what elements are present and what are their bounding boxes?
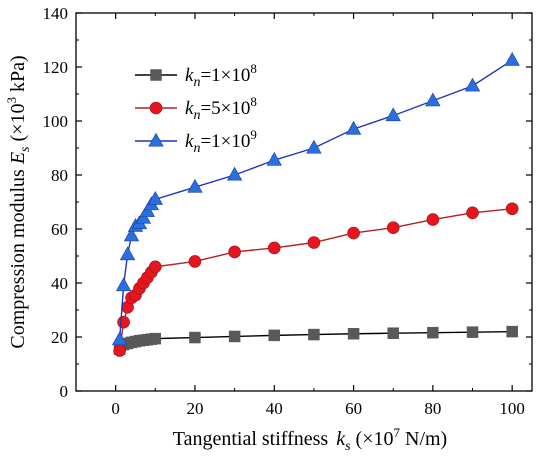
y-axis-title-unit-power: 3 (4, 97, 19, 104)
legend-marker-triangle (148, 132, 164, 147)
data-point-triangle (115, 277, 132, 292)
data-point-circle (149, 260, 162, 274)
data-point-triangle (119, 246, 136, 261)
x-tick-label: 60 (345, 399, 362, 418)
data-point-circle (113, 344, 126, 357)
x-tick-label: 20 (186, 399, 203, 418)
x-tick-label: 0 (111, 399, 120, 418)
data-point-square (387, 327, 399, 339)
y-tick-label: 20 (51, 328, 68, 347)
series-line (118, 59, 513, 340)
data-point-triangle (464, 77, 481, 92)
y-axis-title-unit-suffix: kPa) (7, 55, 29, 97)
legend-label-power: 8 (250, 61, 257, 76)
data-point-triangle (147, 191, 163, 205)
legend-label-symbol: k (185, 131, 194, 152)
series-3 (111, 51, 520, 346)
y-tick-label: 0 (60, 382, 69, 401)
x-axis-title-unit-suffix: N/m) (400, 428, 447, 450)
data-point-triangle (226, 166, 243, 181)
x-axis-title-unit-power: 7 (394, 425, 401, 440)
data-point-circle (426, 213, 440, 226)
legend-label: kn=1×109 (185, 127, 257, 156)
legend-item: kn=5×108 (135, 94, 257, 123)
data-point-circle (267, 241, 281, 255)
data-point-circle (307, 236, 321, 249)
data-point-circle (386, 221, 400, 234)
legend-label-symbol: k (185, 65, 194, 86)
legend-label: kn=5×108 (185, 94, 257, 123)
data-point-square (506, 325, 518, 338)
legend-marker-square (150, 69, 162, 81)
x-axis-title: Tangential stiffness ks (×107 N/m) (173, 425, 447, 454)
data-point-triangle (345, 120, 362, 135)
legend-label-value: =1×10 (200, 131, 250, 152)
data-point-triangle (266, 151, 282, 166)
y-tick-label: 40 (51, 274, 68, 293)
data-point-square (228, 330, 241, 343)
series-1 (113, 325, 518, 355)
y-axis-title-subscript: s (18, 146, 33, 152)
y-axis-title-unit-prefix: (×10 (7, 104, 29, 147)
data-point-square (466, 326, 479, 338)
y-tick-label: 120 (43, 58, 69, 77)
legend-label-value: =1×10 (200, 65, 250, 86)
data-point-circle (466, 206, 479, 220)
data-point-circle (347, 226, 360, 240)
x-tick-label: 40 (266, 399, 283, 418)
data-point-square (189, 331, 201, 344)
data-point-square (427, 326, 439, 339)
data-point-circle (228, 245, 241, 259)
legend-label-subscript: n (193, 75, 200, 90)
data-point-triangle (385, 107, 401, 122)
y-axis-title: Compression modulus Es (×103 kPa) (4, 55, 33, 348)
data-point-square (268, 329, 281, 342)
data-point-circle (505, 202, 519, 216)
data-point-square (347, 328, 360, 340)
legend-label-subscript: n (193, 141, 200, 156)
x-axis-title-main: Tangential stiffness (173, 428, 329, 450)
data-point-triangle (504, 51, 520, 66)
data-point-square (308, 328, 320, 341)
data-point-circle (188, 255, 202, 268)
legend-label-value: =5×10 (200, 98, 250, 119)
x-tick-label: 100 (499, 399, 525, 418)
legend-label-power: 8 (250, 94, 257, 109)
y-tick-label: 100 (43, 112, 69, 131)
data-point-triangle (425, 92, 441, 107)
data-point-square (149, 332, 162, 345)
axis-ticks: 0 20 40 60 80 100 0 20 40 60 80 100 120 140 (43, 4, 532, 418)
legend-label-subscript: n (193, 108, 200, 123)
y-axis-title-symbol: E (7, 152, 29, 165)
data-point-triangle (139, 203, 156, 217)
y-tick-label: 60 (51, 220, 68, 239)
legend-label-power: 9 (250, 127, 257, 142)
legend-item: kn=1×109 (135, 127, 257, 156)
y-axis-title-main: Compression modulus (7, 164, 29, 348)
data-point-triangle (187, 178, 203, 193)
x-axis-title-subscript: s (345, 439, 351, 454)
x-tick-label: 80 (424, 399, 441, 418)
y-tick-label: 140 (43, 4, 69, 23)
legend-label: kn=1×108 (185, 61, 257, 90)
legend-item: kn=1×108 (135, 61, 257, 90)
y-tick-label: 80 (51, 166, 68, 185)
legend-label-symbol: k (185, 98, 194, 119)
series-layer (111, 51, 520, 357)
x-axis-title-symbol: k (336, 428, 346, 450)
data-point-circle (117, 315, 130, 329)
x-axis-title-unit-prefix: (×10 (356, 428, 394, 450)
legend-marker-circle (149, 101, 163, 115)
data-point-triangle (306, 139, 322, 154)
data-point-triangle (135, 209, 152, 224)
data-point-triangle (123, 227, 140, 242)
data-point-triangle (111, 331, 128, 346)
